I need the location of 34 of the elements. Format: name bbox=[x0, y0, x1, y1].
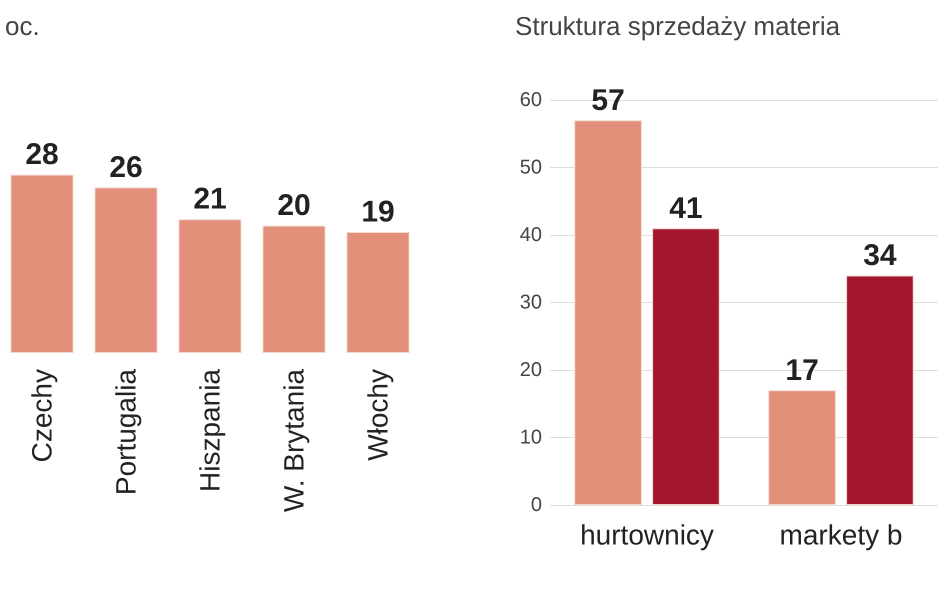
x-tick-label: hurtownicy bbox=[580, 520, 714, 550]
bar bbox=[652, 228, 720, 505]
x-tick-label: W. Brytania bbox=[278, 368, 310, 512]
data-label: 17 bbox=[785, 354, 819, 387]
chart-title: Struktura sprzedaży materia bbox=[515, 11, 841, 41]
bar bbox=[346, 232, 410, 353]
y-tick-label: 60 bbox=[520, 89, 542, 111]
x-tick-label: Czechy bbox=[26, 369, 58, 462]
bar bbox=[768, 390, 836, 505]
data-label: 26 bbox=[109, 150, 143, 184]
x-tick-label: markety b bbox=[780, 520, 902, 550]
y-tick-label: 50 bbox=[520, 156, 542, 178]
bar bbox=[94, 187, 158, 353]
data-label: 19 bbox=[361, 195, 395, 228]
data-label: 28 bbox=[25, 138, 59, 172]
y-tick-label: 20 bbox=[520, 359, 542, 381]
y-tick-label: 10 bbox=[520, 426, 542, 448]
bar bbox=[846, 276, 914, 505]
y-tick-label: 0 bbox=[530, 494, 542, 516]
bar bbox=[178, 219, 242, 353]
bar bbox=[574, 120, 642, 505]
data-label: 57 bbox=[591, 84, 625, 117]
data-label: 34 bbox=[863, 239, 897, 272]
x-tick-label: Portugalia bbox=[110, 368, 142, 496]
data-label: 41 bbox=[669, 192, 703, 225]
y-tick-label: 40 bbox=[520, 224, 542, 246]
chart-title: oc. bbox=[5, 11, 40, 41]
x-tick-label: Hiszpania bbox=[194, 368, 226, 492]
data-label: 21 bbox=[193, 182, 227, 216]
y-tick-label: 30 bbox=[520, 292, 542, 314]
data-label: 20 bbox=[277, 189, 311, 222]
x-tick-label: Włochy bbox=[362, 369, 394, 461]
bar bbox=[10, 174, 74, 353]
bar bbox=[262, 226, 326, 353]
